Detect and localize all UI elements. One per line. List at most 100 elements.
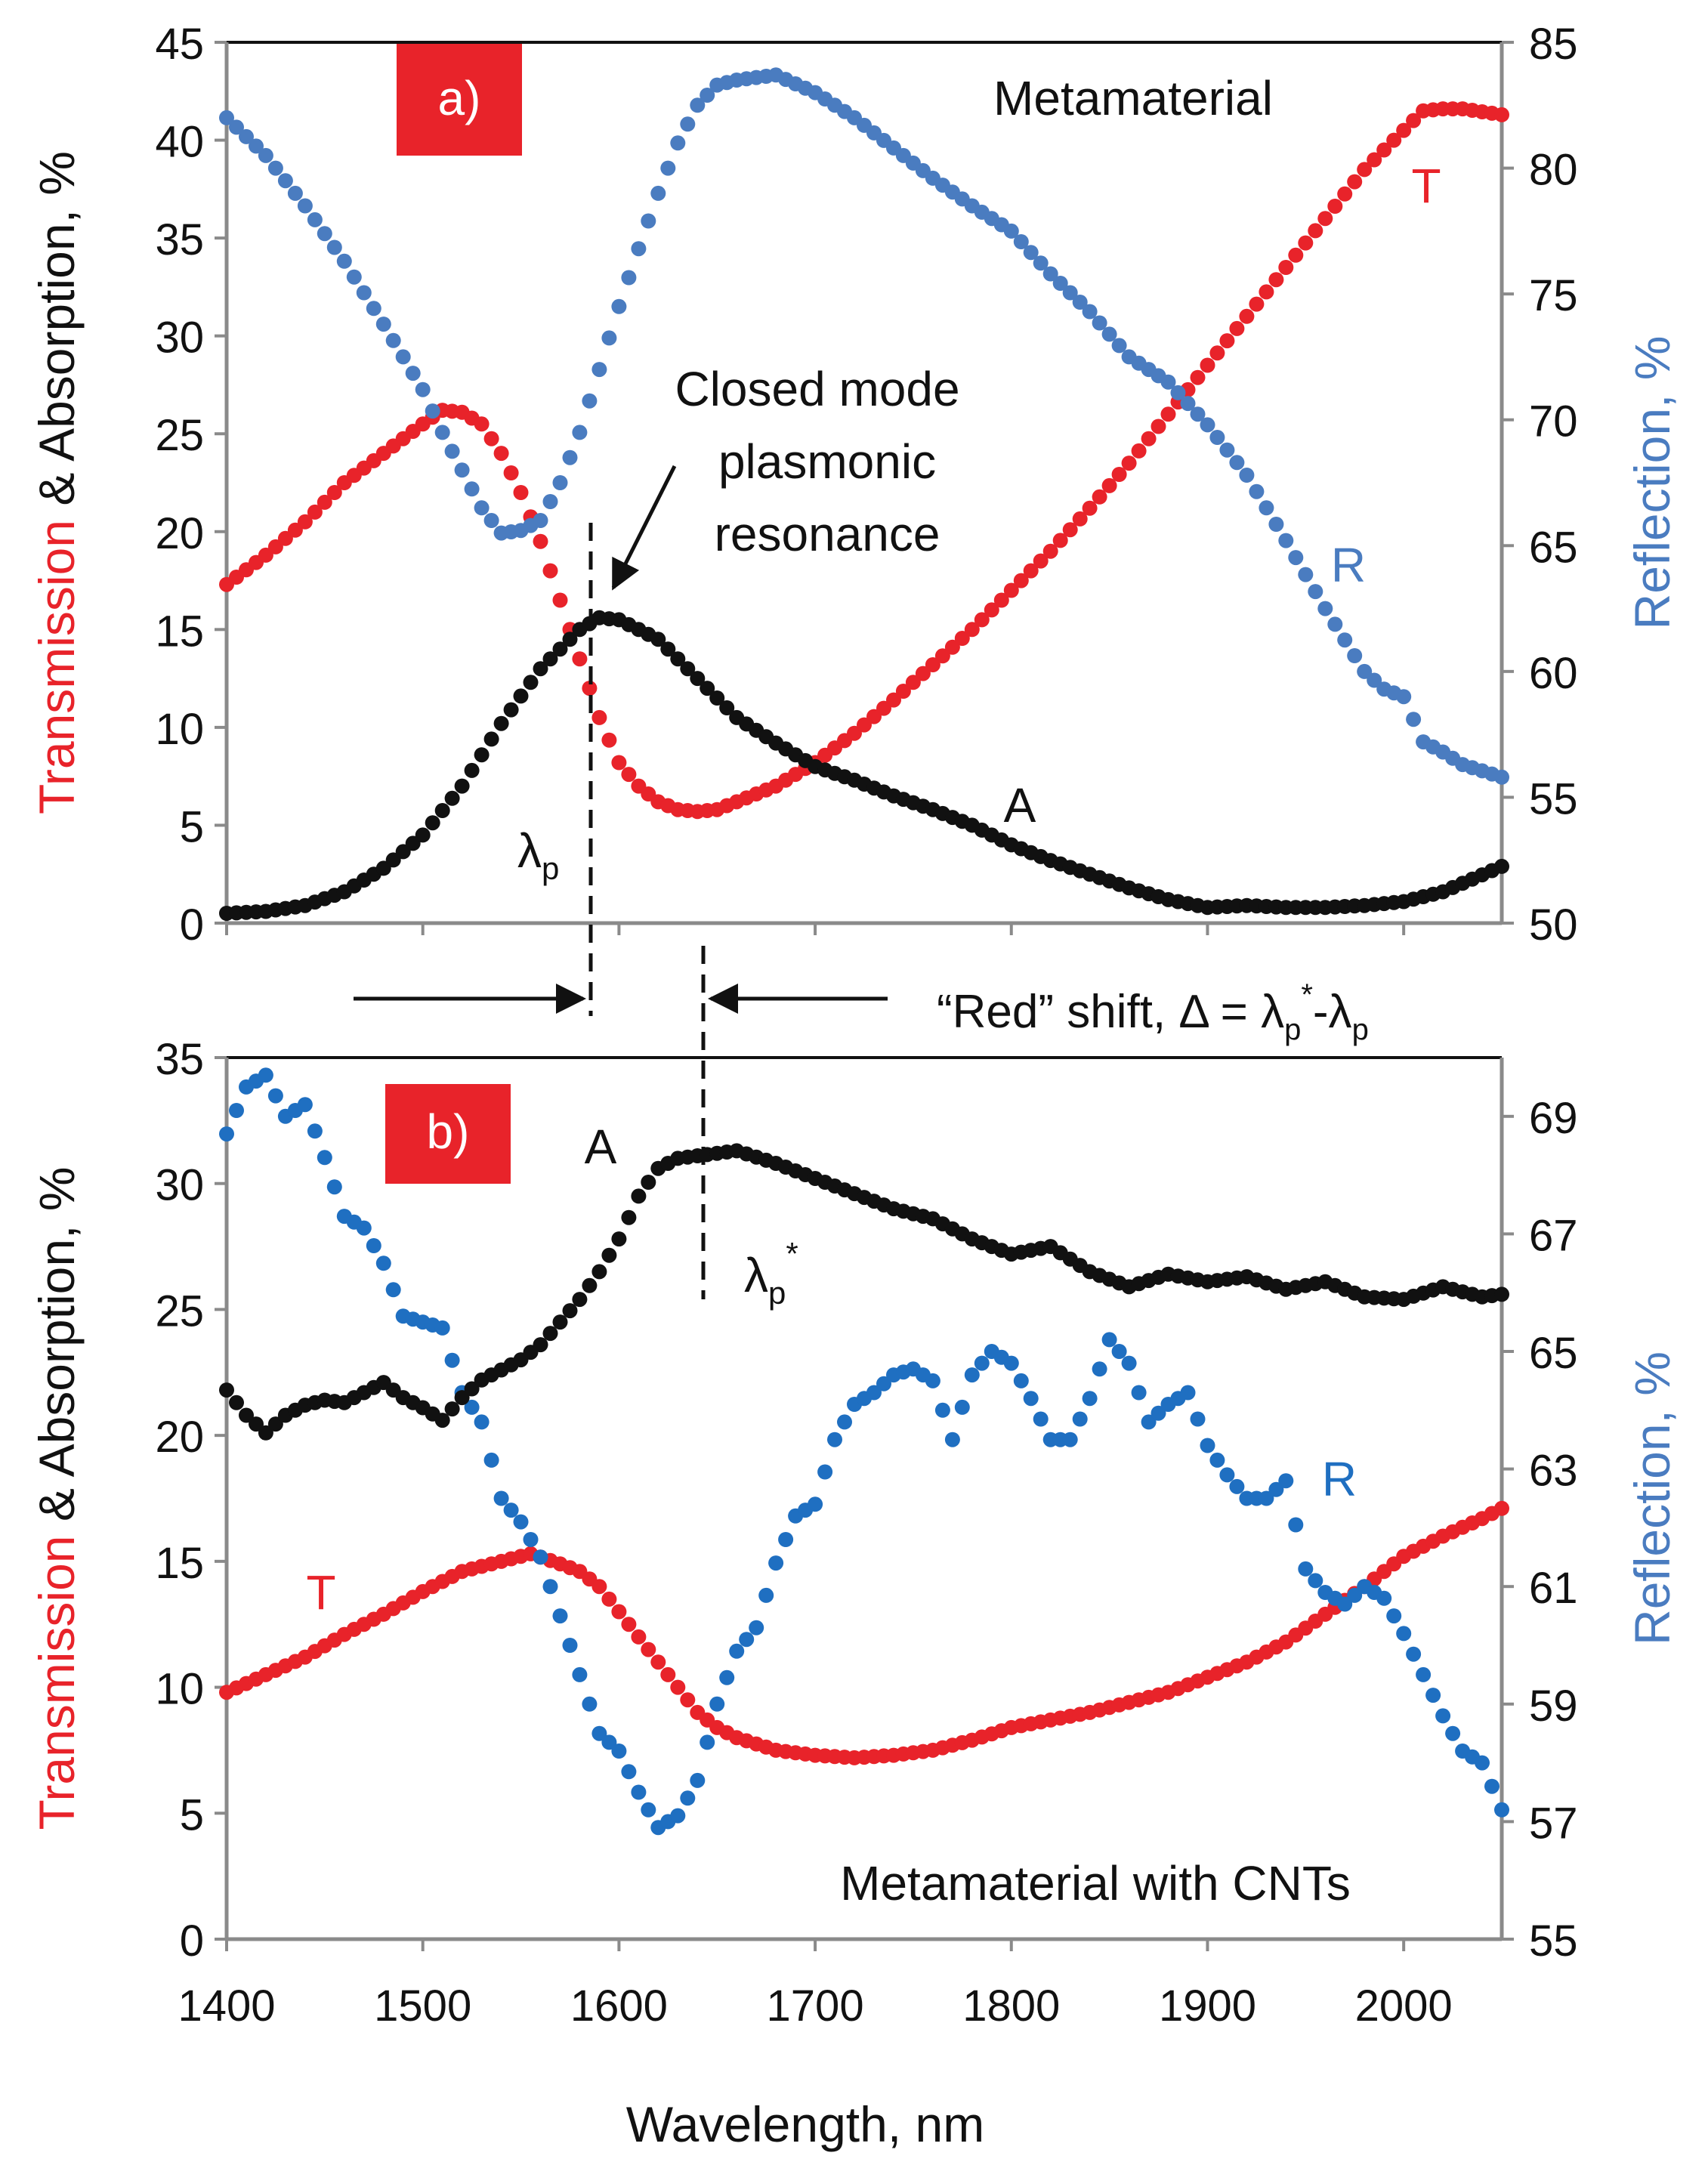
- data-point-R: [405, 366, 421, 381]
- data-point-A: [562, 632, 578, 647]
- left-y-tick-label: 5: [180, 802, 204, 851]
- data-point-A: [552, 641, 568, 657]
- data-point-R: [1288, 1517, 1304, 1533]
- data-point-R: [434, 1320, 450, 1336]
- data-point-T: [954, 631, 970, 646]
- data-point-R: [680, 1790, 696, 1806]
- data-point-T: [1003, 582, 1019, 598]
- data-point-R: [1327, 616, 1343, 632]
- data-point-T: [267, 539, 283, 554]
- data-point-R: [1494, 769, 1509, 785]
- data-point-R: [258, 147, 273, 163]
- data-point-R: [552, 1608, 568, 1624]
- data-point-R: [1435, 1708, 1451, 1724]
- data-point-R: [1259, 1490, 1274, 1506]
- data-point-R: [739, 1632, 755, 1648]
- data-point-T: [513, 485, 529, 500]
- data-point-A: [464, 762, 480, 778]
- data-point-A: [483, 731, 499, 747]
- data-point-T: [1386, 132, 1402, 148]
- panel-a-title: Metamaterial: [993, 71, 1273, 125]
- data-point-R: [621, 1764, 637, 1780]
- data-point-R: [1003, 223, 1019, 239]
- data-point-R: [1180, 1385, 1196, 1401]
- data-point-R: [523, 1532, 539, 1547]
- data-point-T: [1357, 162, 1373, 178]
- data-point-T: [984, 602, 999, 618]
- data-point-A: [239, 1407, 254, 1423]
- data-point-T: [1219, 333, 1235, 349]
- left-y-tick-label: 20: [155, 1413, 204, 1462]
- resonance-arrow: [611, 465, 677, 591]
- data-point-T: [1494, 107, 1509, 122]
- data-point-R: [591, 362, 607, 378]
- data-point-T: [601, 1591, 617, 1607]
- data-point-T: [611, 1604, 627, 1620]
- data-point-R: [375, 317, 391, 332]
- data-point-R: [562, 449, 578, 465]
- data-point-R: [582, 1696, 598, 1712]
- data-point-R: [572, 425, 588, 440]
- left-y-axis-label-transmission: Transmission: [29, 1535, 85, 1830]
- data-point-R: [650, 185, 666, 201]
- data-point-R: [483, 1452, 499, 1468]
- right-y-tick-label: 80: [1529, 146, 1578, 195]
- data-point-R: [1072, 1411, 1088, 1427]
- data-point-R: [670, 1808, 686, 1824]
- panel-b-label-r: R: [1322, 1452, 1357, 1506]
- left-y-tick-label: 40: [155, 118, 204, 167]
- panel-a-label-t: T: [1411, 159, 1441, 213]
- data-point-T: [1092, 489, 1107, 505]
- data-point-R: [385, 1282, 401, 1298]
- data-point-R: [1180, 396, 1196, 412]
- data-point-R: [444, 1352, 460, 1368]
- data-point-A: [464, 1381, 480, 1397]
- data-point-T: [944, 639, 960, 655]
- data-point-T: [533, 533, 548, 549]
- data-point-T: [1072, 511, 1088, 527]
- x-tick-label: 1900: [1159, 1981, 1256, 2031]
- panel-b-axes: 0 5 10 15 20 25 30 35 55 57 59 61 63 65 67 69 1400 1500 16…: [29, 1035, 1680, 2031]
- right-y-tick-label: 85: [1529, 20, 1578, 69]
- left-y-tick-label: 15: [155, 1539, 204, 1588]
- data-point-R: [229, 119, 244, 135]
- data-point-R: [768, 1555, 784, 1571]
- data-point-R: [1386, 1608, 1402, 1624]
- data-point-R: [454, 462, 470, 478]
- data-point-R: [631, 241, 647, 257]
- data-point-R: [1406, 712, 1422, 727]
- data-point-R: [307, 1123, 323, 1139]
- data-point-R: [1170, 385, 1186, 400]
- data-point-R: [375, 1256, 391, 1271]
- data-point-T: [1229, 320, 1245, 336]
- data-point-T: [297, 514, 313, 530]
- data-point-A: [267, 1416, 283, 1432]
- left-y-tick-label: 10: [155, 1665, 204, 1714]
- data-point-T: [1298, 235, 1314, 251]
- data-point-R: [1082, 304, 1098, 320]
- left-y-tick-label: 45: [155, 20, 204, 69]
- data-point-T: [1317, 211, 1333, 227]
- data-point-R: [493, 1490, 509, 1506]
- data-point-R: [1475, 1755, 1490, 1771]
- left-y-axis-label-transmission: Transmission: [29, 520, 85, 814]
- data-point-A: [670, 651, 686, 667]
- data-point-R: [1023, 245, 1039, 261]
- data-point-R: [267, 1088, 283, 1104]
- x-tick-label: 1600: [570, 1981, 668, 2031]
- data-point-R: [1013, 1373, 1029, 1388]
- data-point-R: [219, 1126, 234, 1142]
- data-point-T: [1288, 247, 1304, 263]
- data-point-R: [1445, 1725, 1461, 1741]
- x-tick-label: 1700: [767, 1981, 864, 2031]
- data-point-R: [1347, 648, 1363, 663]
- data-point-A: [1494, 1286, 1509, 1302]
- data-point-T: [993, 592, 1009, 608]
- data-point-T: [847, 725, 862, 741]
- data-point-T: [552, 592, 568, 608]
- resonance-annotation-line3: resonance: [715, 507, 940, 561]
- data-point-R: [1278, 533, 1294, 548]
- data-point-A: [660, 641, 676, 657]
- data-point-R: [1062, 1432, 1078, 1447]
- data-point-A: [631, 1188, 647, 1204]
